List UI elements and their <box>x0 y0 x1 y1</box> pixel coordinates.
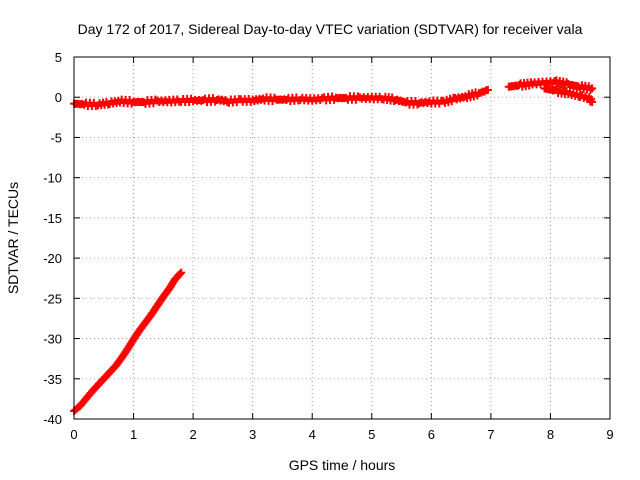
y-tick-label: -40 <box>43 412 62 427</box>
x-tick-label: 0 <box>70 427 77 442</box>
y-tick-label: -20 <box>43 251 62 266</box>
y-tick-label: -5 <box>50 130 62 145</box>
data-point <box>483 85 492 94</box>
x-tick-label: 8 <box>547 427 554 442</box>
y-axis-label: SDTVAR / TECUs <box>5 182 21 294</box>
data-point <box>177 268 186 277</box>
plot-frame <box>73 56 611 420</box>
x-axis-label: GPS time / hours <box>289 457 396 473</box>
x-tick-label: 9 <box>606 427 613 442</box>
y-tick-label: -15 <box>43 211 62 226</box>
x-tick-label: 3 <box>249 427 256 442</box>
grid <box>74 57 610 419</box>
x-tick-label: 2 <box>189 427 196 442</box>
y-tick-label: -10 <box>43 171 62 186</box>
x-tick-label: 1 <box>130 427 137 442</box>
x-tick-label: 5 <box>368 427 375 442</box>
y-tick-label: 0 <box>55 90 62 105</box>
y-tick-label: 5 <box>55 50 62 65</box>
x-tick-label: 6 <box>428 427 435 442</box>
y-tick-label: -35 <box>43 372 62 387</box>
chart-title: Day 172 of 2017, Sidereal Day-to-day VTE… <box>78 21 583 37</box>
x-tick-label: 7 <box>487 427 494 442</box>
data-point <box>588 84 597 93</box>
data-point <box>176 269 185 278</box>
data-point <box>588 98 597 107</box>
y-tick-label: -30 <box>43 332 62 347</box>
ticks: 0 1 2 3 4 5 6 7 8 9 5 0 -5 -10 -15 -20 -25 -30 -35 -40 <box>43 50 613 442</box>
x-tick-label: 4 <box>309 427 316 442</box>
data-points <box>70 76 597 415</box>
y-tick-label: -25 <box>43 291 62 306</box>
